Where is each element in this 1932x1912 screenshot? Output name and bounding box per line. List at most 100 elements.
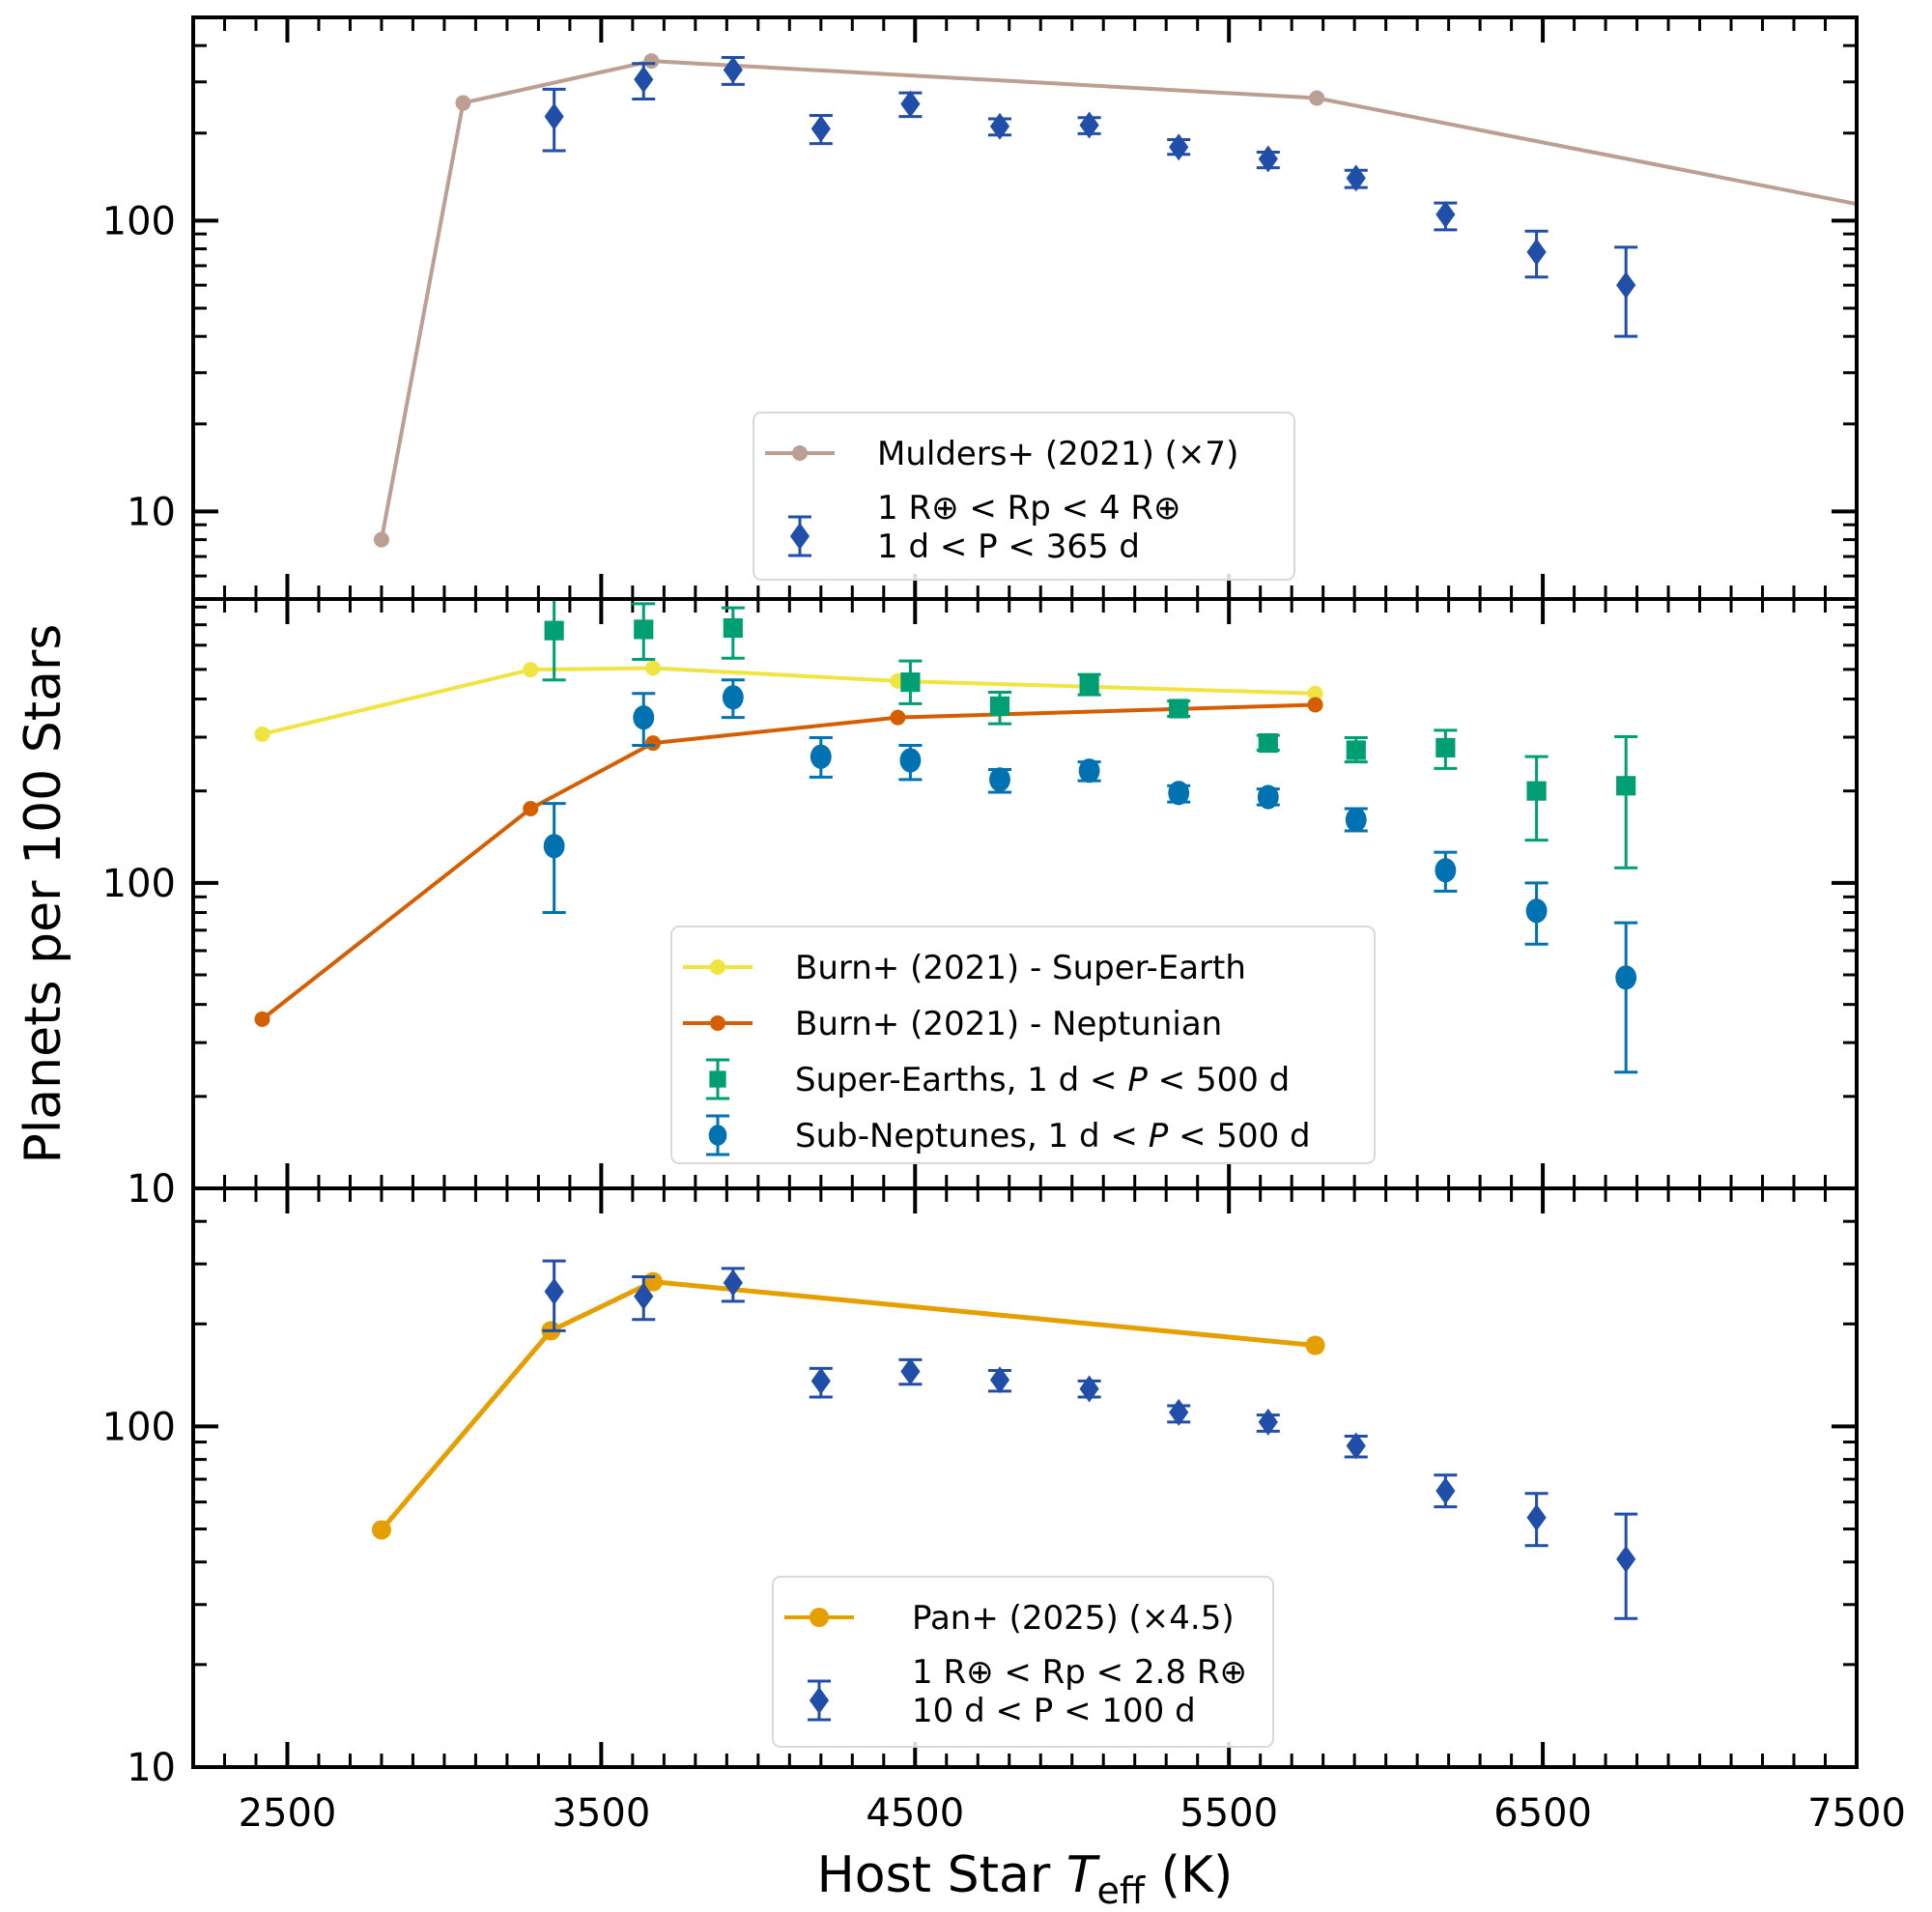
- burn_se-point: [254, 726, 270, 742]
- obs_top-point: [1616, 271, 1636, 300]
- legend-entry: 1 R⊕ < Rp < 2.8 R⊕10 d < P < 100 d: [808, 1653, 1247, 1730]
- y-tick-label: 10: [127, 1167, 176, 1212]
- burn_nep-point: [254, 1011, 270, 1027]
- obs_bottom-point: [544, 1277, 564, 1305]
- x-tick-label: 4500: [866, 1791, 964, 1836]
- super_earths-point: [1346, 740, 1366, 760]
- burn_se-point: [644, 660, 661, 676]
- obs_bottom-point: [1526, 1503, 1547, 1531]
- sub_neptunes-point: [543, 834, 565, 859]
- obs_top-point: [1346, 164, 1366, 192]
- sub_neptunes-point: [1615, 965, 1637, 990]
- super_earths-point: [634, 619, 654, 640]
- obs_top-point: [900, 90, 921, 118]
- obs_top-point: [723, 56, 743, 84]
- super_earths-point: [723, 617, 743, 639]
- legend-point-swatch: [710, 1015, 725, 1031]
- obs_bottom-point: [1616, 1545, 1636, 1573]
- obs_top-point: [989, 112, 1010, 140]
- burn_se-point: [1307, 685, 1323, 701]
- legend-entry: Sub-Neptunes, 1 d < P < 500 d: [706, 1114, 1311, 1156]
- legend-marker-swatch: [809, 1687, 830, 1714]
- legend-label-symbol: P: [1149, 1117, 1169, 1156]
- legend-label-text: Super-Earths, 1 d <: [795, 1061, 1127, 1099]
- pan-line: [380, 1279, 1316, 1532]
- series-obs_top: [542, 55, 1638, 338]
- sub_neptunes-point: [989, 767, 1010, 792]
- series-pan: [371, 1271, 1325, 1540]
- series-super_earths: [542, 599, 1638, 870]
- legend-label-line2: 10 d < P < 100 d: [912, 1692, 1196, 1730]
- burn_se-point: [523, 662, 539, 678]
- x-axis-label-prefix: Host Star: [817, 1846, 1066, 1904]
- x-tick-label: 3500: [552, 1791, 650, 1836]
- obs_top-point: [810, 115, 831, 143]
- y-tick-label: 10: [127, 490, 176, 534]
- series-obs_bottom: [542, 1259, 1638, 1620]
- sub_neptunes-point: [1525, 899, 1548, 924]
- super_earths-point: [544, 620, 564, 641]
- legend-entry: Super-Earths, 1 d < P < 500 d: [706, 1058, 1290, 1100]
- legend-marker-swatch: [708, 1125, 727, 1146]
- legend-box: [670, 926, 1376, 1164]
- obs_bottom-point: [1435, 1477, 1456, 1505]
- sub_neptunes-point: [1168, 781, 1190, 806]
- legend-point-swatch: [710, 959, 725, 975]
- legend-label: Mulders+ (2021) (×7): [877, 435, 1238, 473]
- mulders-point: [643, 53, 660, 70]
- obs_top-point: [1526, 238, 1547, 266]
- super_earths-point: [1079, 674, 1099, 695]
- mulders-point: [455, 95, 471, 111]
- x-axis-label-symbol: T: [1066, 1846, 1101, 1904]
- obs_top-point: [544, 102, 564, 130]
- legend-entry: Burn+ (2021) - Neptunian: [683, 1005, 1222, 1043]
- legend-label-symbol: P: [1127, 1061, 1148, 1099]
- super_earths-point: [1258, 732, 1278, 754]
- mulders-point: [373, 531, 389, 548]
- legend-bottom: Pan+ (2025) (×4.5) 1 R⊕ < Rp < 2.8 R⊕10 d…: [772, 1576, 1274, 1748]
- series-layer: [254, 599, 1638, 1074]
- sub_neptunes-point: [810, 744, 832, 769]
- sub_neptunes-point: [722, 685, 744, 710]
- x-tick-label: 5500: [1179, 1791, 1278, 1836]
- super_earths-point: [1526, 781, 1547, 801]
- legend-label-text: Sub-Neptunes, 1 d <: [795, 1117, 1149, 1156]
- legend-point-swatch: [810, 1608, 829, 1627]
- series-layer: [371, 1259, 1638, 1620]
- obs_bottom-point: [900, 1357, 921, 1385]
- burn_nep-point: [890, 709, 906, 726]
- legend-label-line2: 1 d < P < 365 d: [877, 528, 1140, 566]
- obs_bottom-point: [723, 1269, 743, 1297]
- obs_bottom-point: [1079, 1375, 1099, 1403]
- legend-label: Burn+ (2021) - Super-Earth: [795, 949, 1246, 987]
- x-tick-label: 7500: [1807, 1791, 1906, 1836]
- legend-label: Sub-Neptunes, 1 d < P < 500 d: [795, 1117, 1311, 1156]
- series-layer: [373, 53, 1857, 548]
- x-axis-label: Host Star Teff (K): [817, 1846, 1234, 1912]
- sub_neptunes-point: [1257, 785, 1279, 810]
- obs_top-point: [1435, 201, 1456, 229]
- legend-top: Mulders+ (2021) (×7) 1 R⊕ < Rp < 4 R⊕1 d …: [753, 412, 1295, 581]
- sub_neptunes-point: [899, 748, 922, 773]
- pan-point: [1305, 1335, 1325, 1356]
- legend-marker-swatch: [789, 523, 810, 550]
- series-burn_nep: [254, 697, 1323, 1027]
- legend-label: Pan+ (2025) (×4.5): [912, 1599, 1235, 1638]
- legend-label: Burn+ (2021) - Neptunian: [795, 1005, 1222, 1043]
- x-tick-label: 2500: [239, 1791, 337, 1836]
- super_earths-point: [900, 672, 921, 693]
- legend-label-text: < 500 d: [1148, 1061, 1290, 1099]
- series-sub_neptunes: [542, 678, 1638, 1074]
- x-tick-labels: 2500 3500 4500 5500 6500 7500: [239, 1791, 1906, 1836]
- y-tick-label: 100: [102, 199, 176, 243]
- panel-frame: [191, 1186, 1859, 1769]
- super_earths-point: [1435, 737, 1456, 758]
- obs_bottom-point: [1169, 1398, 1189, 1426]
- legend-entry: Burn+ (2021) - Super-Earth: [683, 949, 1246, 987]
- obs_bottom-point: [810, 1367, 831, 1395]
- legend-entry: Pan+ (2025) (×4.5): [784, 1599, 1235, 1638]
- legend-marker-swatch: [709, 1070, 726, 1088]
- obs_top-point: [1258, 145, 1278, 173]
- sub_neptunes-point: [1078, 758, 1100, 784]
